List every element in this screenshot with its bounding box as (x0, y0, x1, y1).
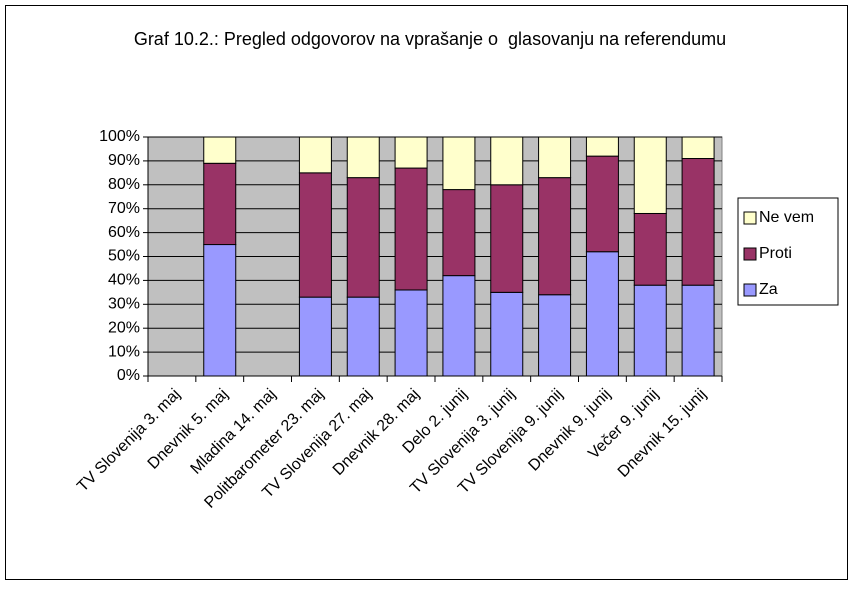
bar-segment (346, 136, 380, 179)
bar-segment (394, 167, 428, 291)
bar-segment (633, 284, 667, 377)
y-tick-label: 20% (108, 319, 140, 336)
bar-segment (346, 177, 380, 298)
bar-segment (298, 296, 332, 377)
y-tick-label: 0% (117, 367, 140, 384)
bar-segment (203, 244, 237, 377)
bar-segment (490, 136, 524, 186)
bar-segment (203, 162, 237, 246)
bar-segment (346, 296, 380, 377)
bar-segment (681, 158, 715, 286)
y-tick-label: 100% (99, 128, 140, 145)
bar-segment (490, 291, 524, 377)
bar-segment (442, 275, 476, 377)
bar-segment (298, 136, 332, 174)
legend-swatch (743, 247, 757, 261)
bar-segment (585, 251, 619, 377)
y-tick-label: 30% (108, 296, 140, 313)
y-tick-label: 10% (108, 343, 140, 360)
chart-title: Graf 10.2.: Pregled odgovorov na vprašan… (133, 29, 727, 49)
y-tick-label: 60% (108, 224, 140, 241)
y-tick-label: 50% (108, 248, 140, 265)
y-tick-label: 70% (108, 200, 140, 217)
y-tick-label: 80% (108, 176, 140, 193)
bar-segment (490, 184, 524, 293)
legend-label: Za (759, 281, 778, 298)
bar-segment (298, 172, 332, 298)
bar-segment (394, 136, 428, 169)
bar-segment (681, 136, 715, 160)
y-tick-label: 90% (108, 152, 140, 169)
bar-segment (394, 289, 428, 377)
y-tick-label: 40% (108, 272, 140, 289)
bar-segment (538, 136, 572, 179)
bar-segment (585, 155, 619, 253)
bar-segment (442, 136, 476, 191)
bar-segment (442, 189, 476, 277)
bar-segment (585, 136, 619, 157)
bar-segment (538, 294, 572, 377)
bar-segment (203, 136, 237, 164)
legend-swatch (743, 211, 757, 225)
legend-label: Proti (759, 245, 792, 262)
legend-label: Ne vem (759, 209, 814, 226)
bar-segment (538, 177, 572, 296)
legend-swatch (743, 283, 757, 297)
bar-segment (681, 284, 715, 377)
bar-segment (633, 136, 667, 214)
bar-segment (633, 212, 667, 286)
